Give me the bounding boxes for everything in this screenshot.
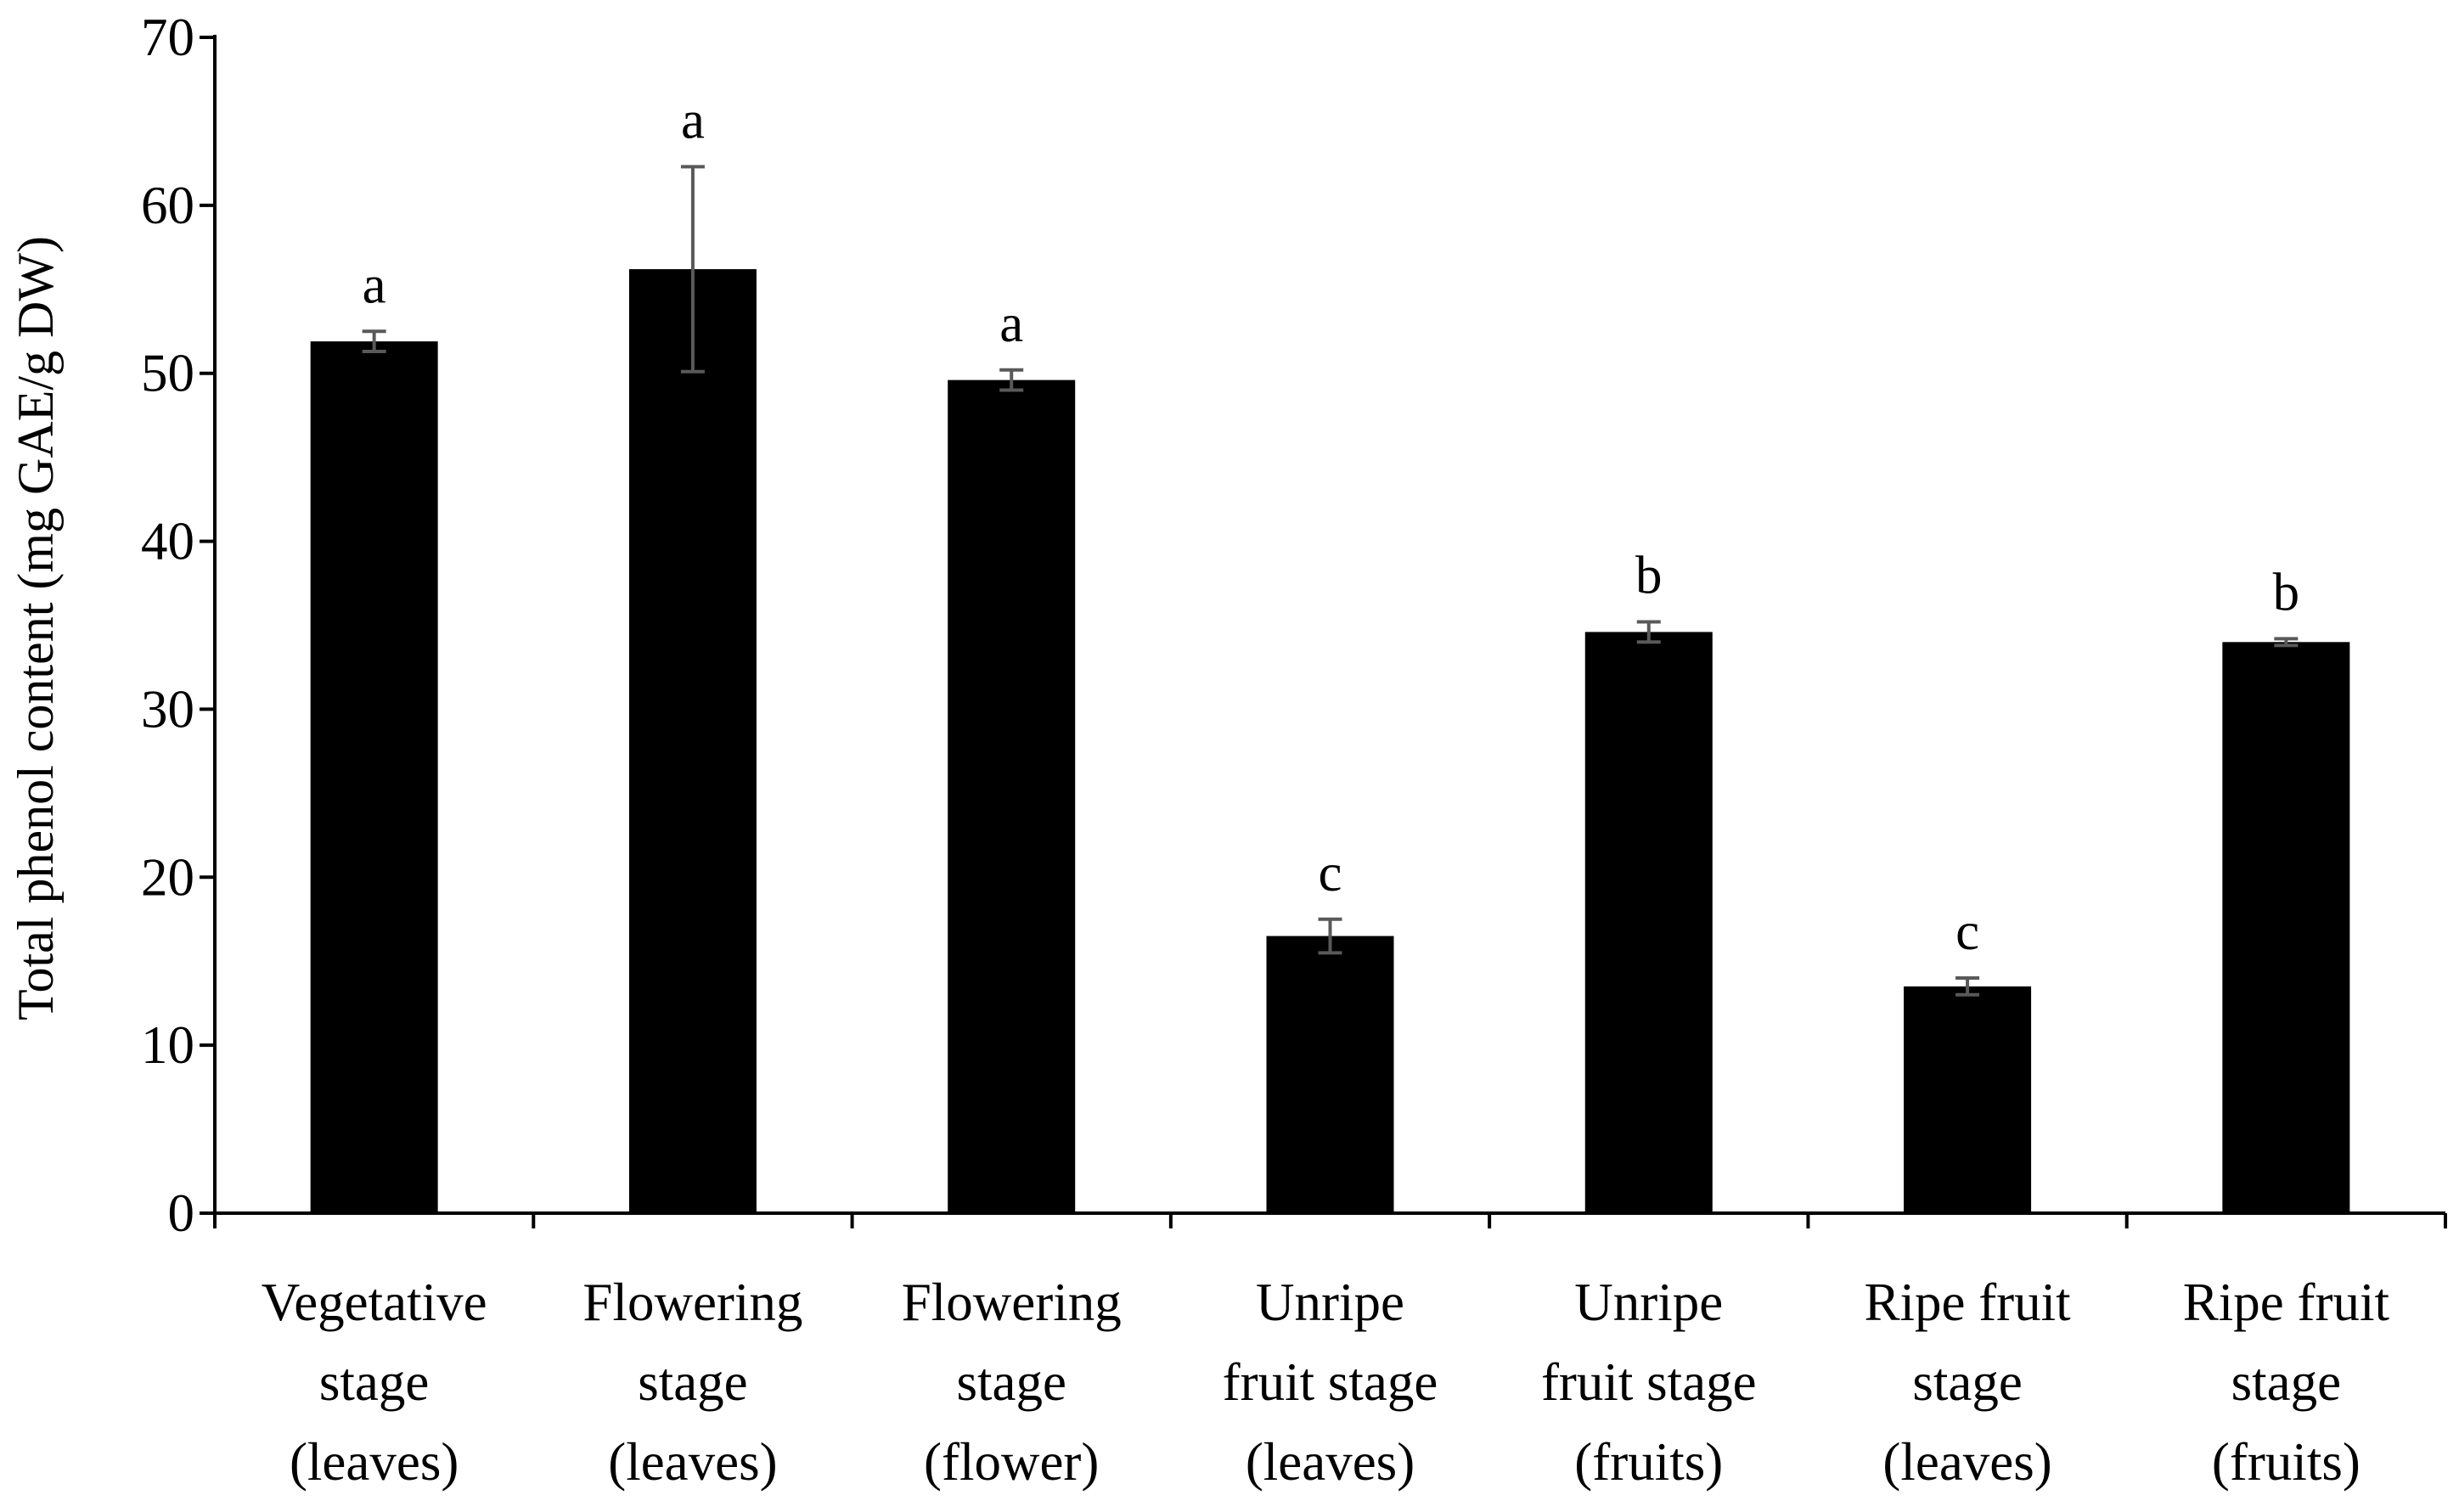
y-tick-label: 40 [141, 512, 194, 571]
y-tick-label: 10 [141, 1015, 194, 1075]
category-label: (fruits) [1574, 1432, 1723, 1492]
category-label: Unripe [1574, 1273, 1723, 1332]
significance-letter: b [2273, 562, 2300, 621]
significance-letter: c [1955, 902, 1979, 961]
bar [310, 341, 438, 1213]
category-label: Ripe fruit [2183, 1273, 2390, 1332]
category-label: (leaves) [608, 1432, 777, 1492]
significance-letter: b [1635, 546, 1663, 605]
category-label: Unripe [1256, 1273, 1404, 1332]
category-label: stage [956, 1352, 1066, 1412]
significance-letter: a [999, 294, 1023, 353]
bar [2222, 642, 2350, 1213]
bar [948, 379, 1076, 1214]
y-tick-label: 50 [141, 344, 194, 403]
error-bars-group [362, 165, 2299, 997]
significance-letter: a [681, 90, 705, 149]
category-label: Flowering [902, 1273, 1122, 1332]
category-label: (fruits) [2212, 1432, 2361, 1492]
category-label: (flower) [924, 1432, 1099, 1492]
category-label: (leaves) [1882, 1432, 2051, 1492]
bars-group [310, 269, 2350, 1214]
category-label: (leaves) [1246, 1432, 1415, 1492]
x-ticks-group [213, 1213, 2447, 1228]
category-labels-group: Vegetative stage (leaves) Flowering stage (le… [262, 1273, 2390, 1492]
category-label: stage [638, 1352, 747, 1412]
category-label: stage [2231, 1352, 2341, 1412]
significance-labels-group: a a a c b c b [363, 90, 2299, 961]
bar [1266, 936, 1394, 1213]
y-tick-label: 0 [168, 1183, 195, 1243]
bar [628, 269, 757, 1213]
y-axis-title: Total phenol content (mg GAE/g DW) [8, 236, 64, 1020]
category-label: stage [1912, 1352, 2022, 1412]
y-tick-label: 30 [141, 679, 194, 739]
y-axis-title-group: Total phenol content (mg GAE/g DW) [8, 236, 64, 1020]
significance-letter: c [1319, 843, 1342, 902]
axes-group [213, 35, 2445, 1215]
bar [1584, 632, 1713, 1213]
category-label: stage [319, 1352, 429, 1412]
category-label: (leaves) [290, 1432, 459, 1492]
category-label: Vegetative [262, 1273, 487, 1332]
y-tick-label: 60 [141, 176, 194, 235]
bar [1904, 986, 2032, 1213]
significance-letter: a [363, 255, 386, 314]
category-label: Ripe fruit [1864, 1273, 2071, 1332]
y-tick-label: 70 [141, 8, 194, 67]
category-label: fruit stage [1223, 1352, 1438, 1412]
category-label: fruit stage [1541, 1352, 1757, 1412]
category-label: Flowering [582, 1273, 802, 1332]
y-tick-label: 20 [141, 847, 194, 907]
y-ticks-group: 0 10 20 30 40 50 60 70 [141, 8, 215, 1243]
